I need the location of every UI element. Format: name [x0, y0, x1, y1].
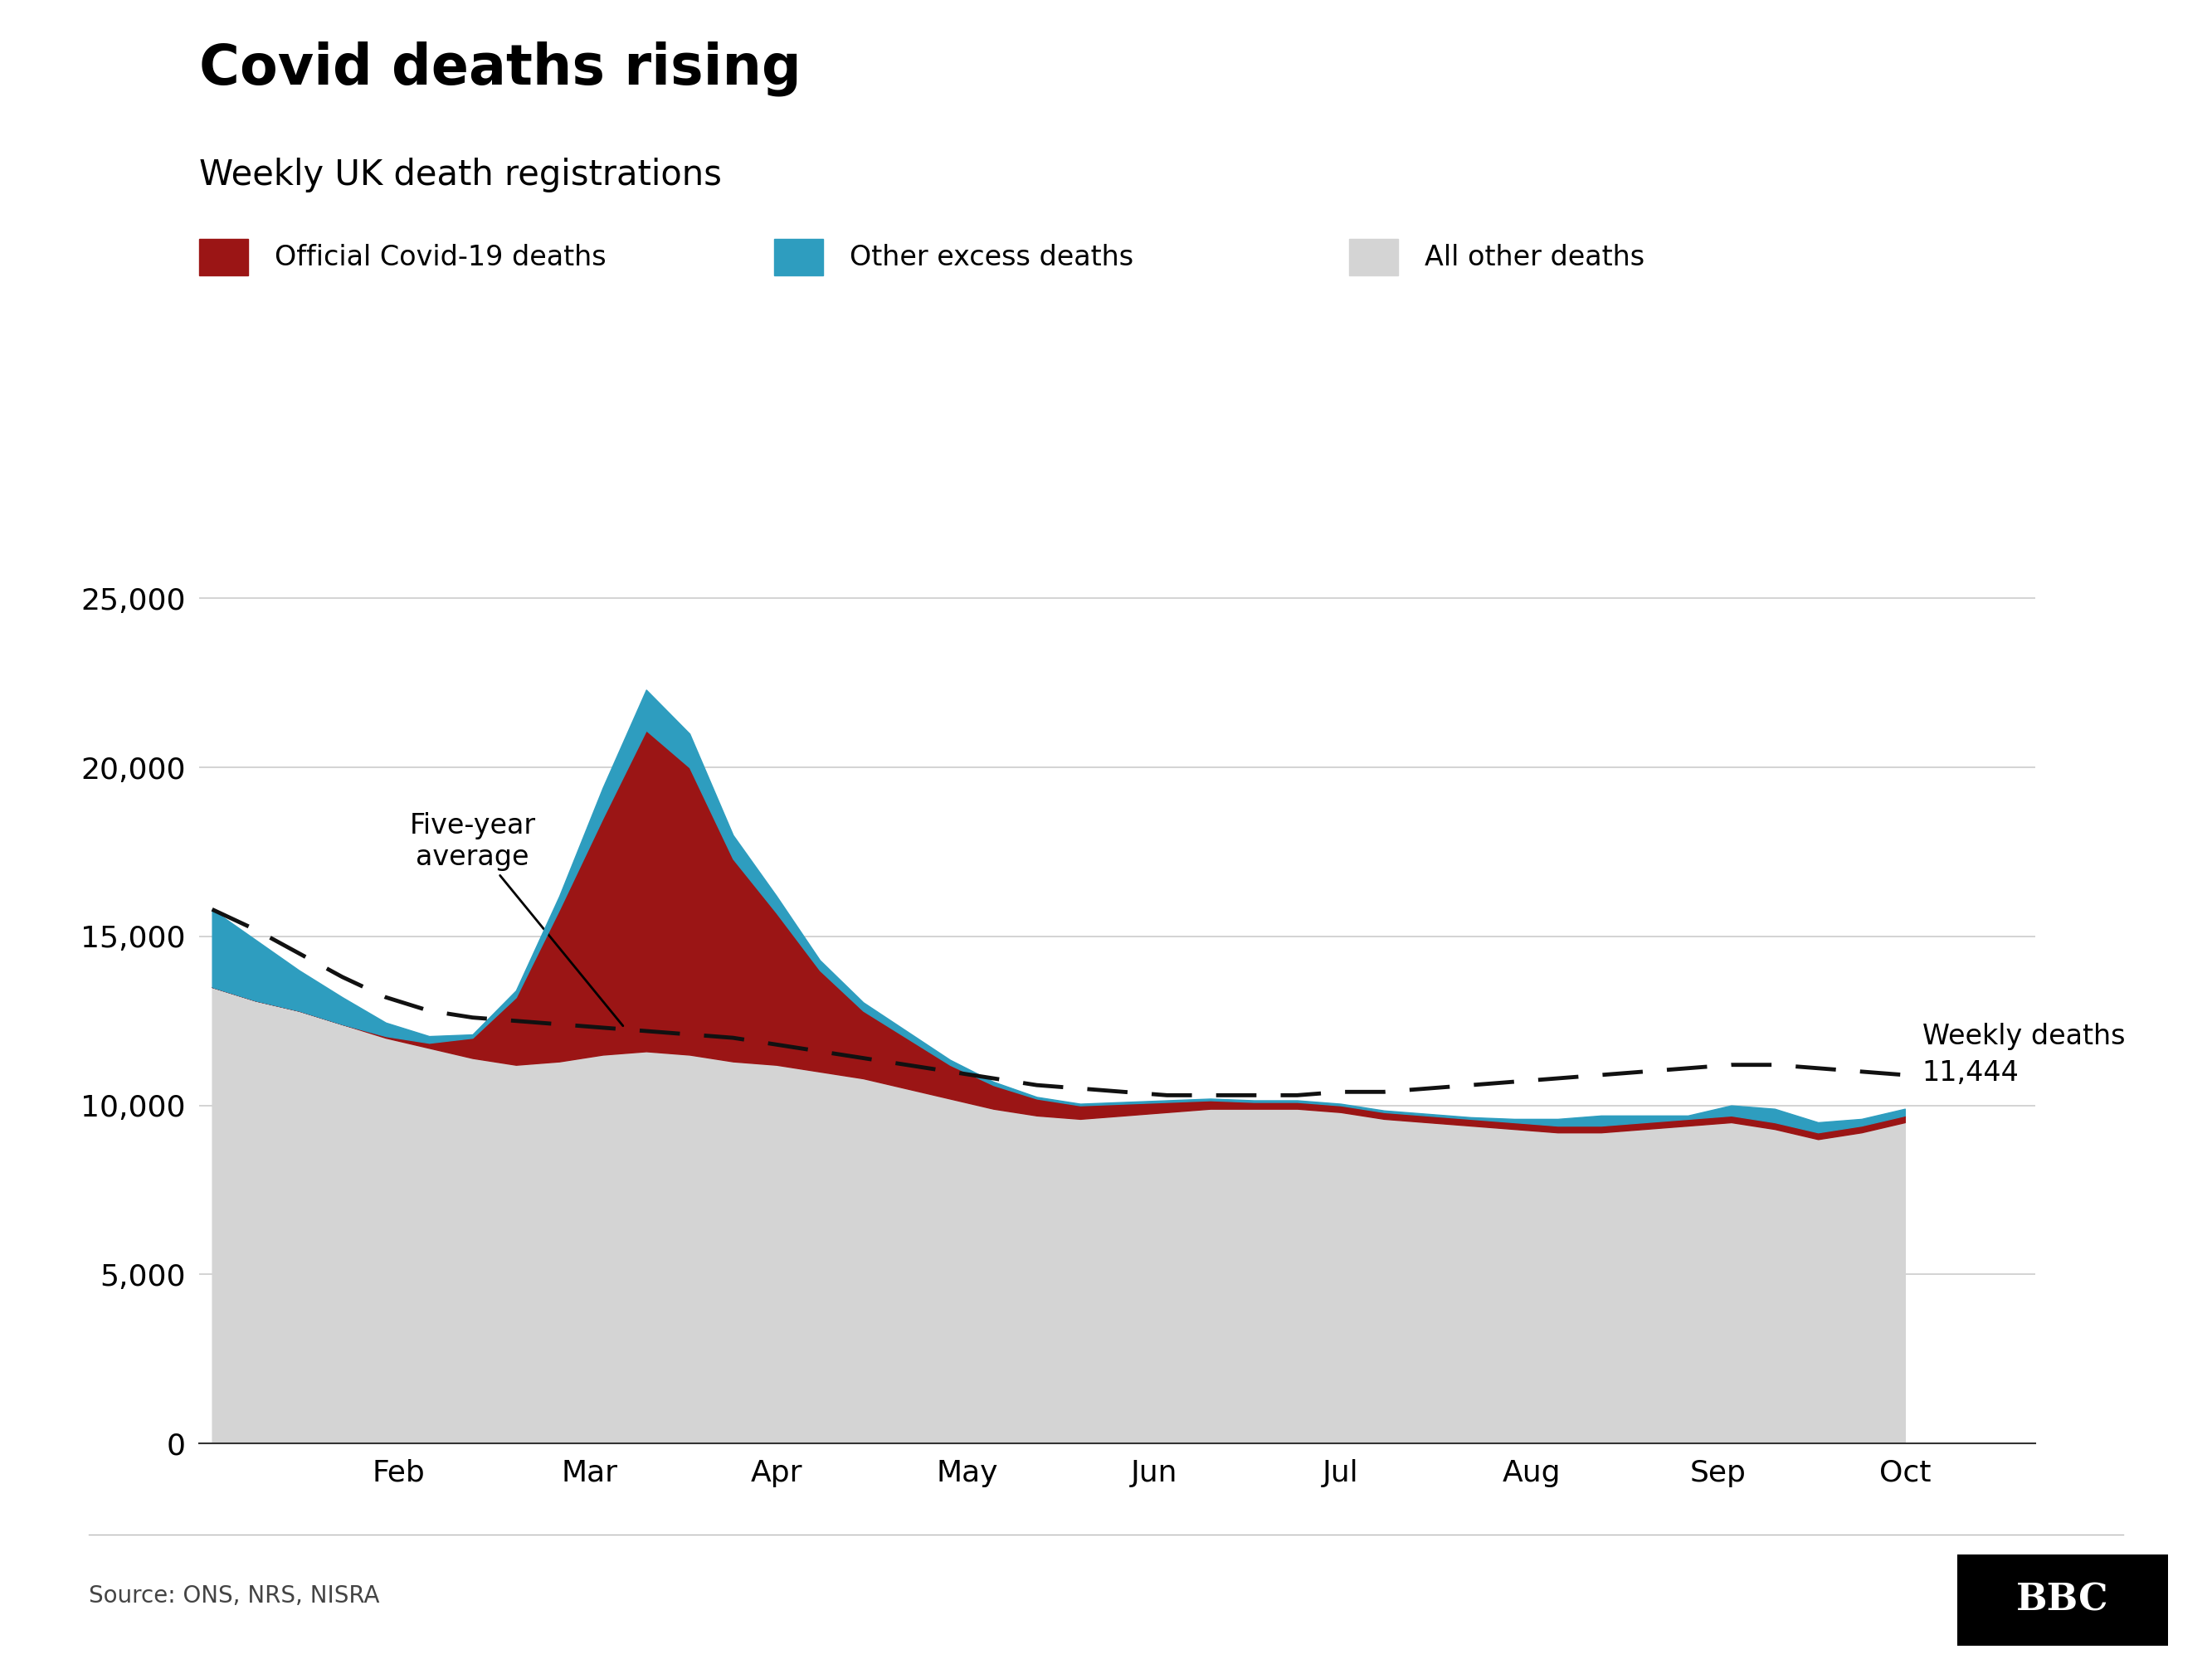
Text: All other deaths: All other deaths	[1425, 244, 1644, 270]
Text: Official Covid-19 deaths: Official Covid-19 deaths	[274, 244, 606, 270]
Text: Five-year
average: Five-year average	[409, 813, 624, 1025]
Text: Weekly deaths
11,444: Weekly deaths 11,444	[1922, 1024, 2126, 1087]
Text: Covid deaths rising: Covid deaths rising	[199, 41, 801, 96]
Text: BBC: BBC	[2017, 1583, 2108, 1618]
Text: Weekly UK death registrations: Weekly UK death registrations	[199, 158, 721, 192]
Text: Source: ONS, NRS, NISRA: Source: ONS, NRS, NISRA	[88, 1584, 378, 1608]
Text: Other excess deaths: Other excess deaths	[849, 244, 1133, 270]
